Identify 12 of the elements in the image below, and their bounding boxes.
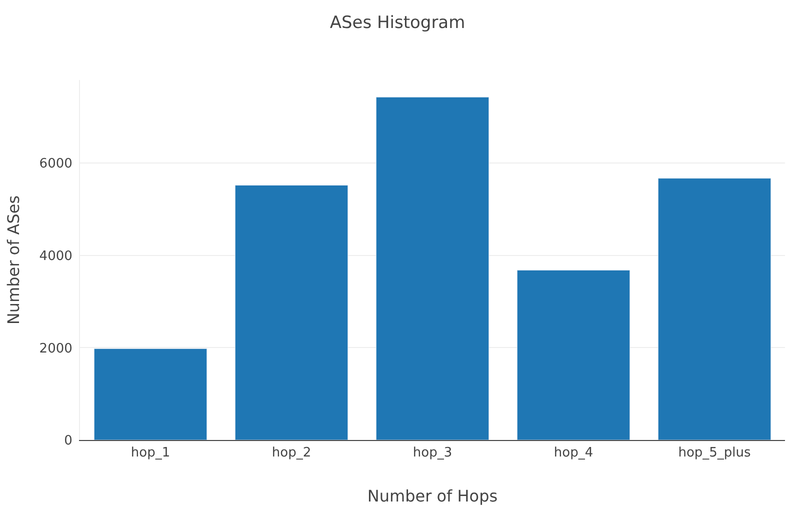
y-tick-label: 4000 [39,248,72,264]
x-axis-title: Number of Hops [367,486,498,506]
y-axis-title: Number of ASes [4,195,24,325]
y-tick-label: 2000 [39,341,72,356]
y-tick-label: 0 [64,434,72,449]
chart-title: ASes Histogram [330,12,466,33]
y-tick-label: 6000 [39,156,72,172]
x-tick-label: hop_5_plus [678,446,752,461]
x-tick-label: hop_1 [130,446,170,461]
x-tick-label: hop_2 [272,446,312,461]
x-tick-label: hop_3 [412,446,452,461]
x-tick-label: hop_4 [554,446,594,461]
